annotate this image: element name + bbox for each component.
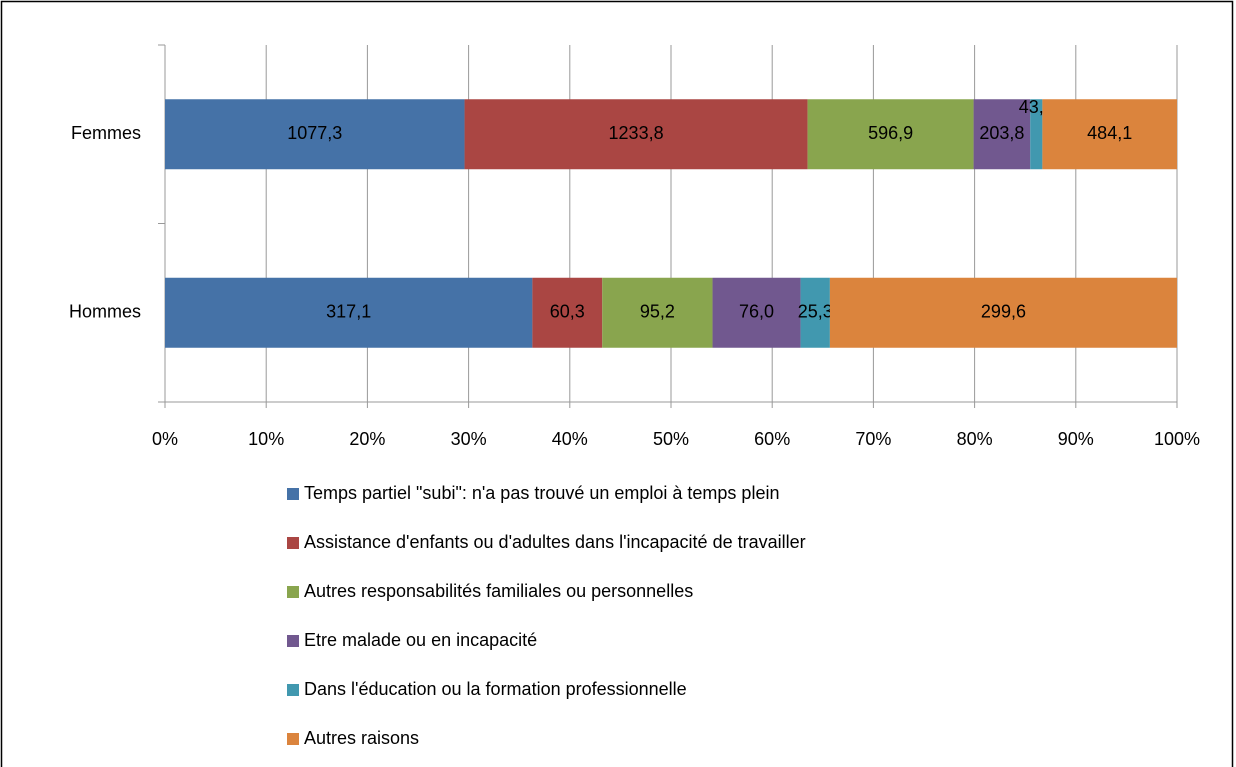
bar-segment	[829, 277, 1177, 348]
bar-segment	[973, 99, 1031, 170]
data-label: 1077,3	[287, 123, 342, 143]
bar-segment	[800, 277, 830, 348]
data-label: 25,3	[798, 302, 833, 322]
x-tick-label: 10%	[248, 429, 284, 449]
x-tick-label: 50%	[653, 429, 689, 449]
legend-label: Temps partiel "subi": n'a pas trouvé un …	[304, 483, 779, 503]
bar-segment	[602, 277, 713, 348]
data-label: 60,3	[550, 302, 585, 322]
data-label: 596,9	[868, 123, 913, 143]
legend-label: Autres responsabilités familiales ou per…	[304, 581, 693, 601]
legend-swatch	[287, 537, 299, 549]
x-tick-label: 0%	[152, 429, 178, 449]
legend-swatch	[287, 635, 299, 647]
data-label: 1233,8	[609, 123, 664, 143]
legend-swatch	[287, 586, 299, 598]
bar-segment	[807, 99, 974, 170]
legend-label: Autres raisons	[304, 728, 419, 748]
bar-segment	[464, 99, 808, 170]
legend-label: Dans l'éducation ou la formation profess…	[304, 679, 687, 699]
y-tick-label: Femmes	[71, 123, 141, 143]
bar-segment	[1042, 99, 1177, 170]
x-tick-label: 30%	[451, 429, 487, 449]
legend-swatch	[287, 488, 299, 500]
x-tick-label: 80%	[957, 429, 993, 449]
bar-segment	[712, 277, 801, 348]
x-tick-label: 70%	[855, 429, 891, 449]
legend-swatch	[287, 733, 299, 745]
data-label: 76,0	[739, 302, 774, 322]
x-tick-label: 40%	[552, 429, 588, 449]
legend-label: Assistance d'enfants ou d'adultes dans l…	[304, 532, 806, 552]
legend-swatch	[287, 684, 299, 696]
data-label: 484,1	[1087, 123, 1132, 143]
x-tick-label: 60%	[754, 429, 790, 449]
x-tick-label: 20%	[349, 429, 385, 449]
bar-segment	[165, 277, 533, 348]
bar-segment	[1030, 99, 1043, 170]
legend-label: Etre malade ou en incapacité	[304, 630, 537, 650]
bar-segment	[165, 99, 465, 170]
x-tick-label: 100%	[1154, 429, 1200, 449]
data-label: 317,1	[326, 302, 371, 322]
data-label: 95,2	[640, 302, 675, 322]
data-label: 203,8	[979, 123, 1024, 143]
bar-segment	[532, 277, 603, 348]
data-label: 299,6	[981, 302, 1026, 322]
y-tick-label: Hommes	[69, 302, 141, 322]
x-tick-label: 90%	[1058, 429, 1094, 449]
